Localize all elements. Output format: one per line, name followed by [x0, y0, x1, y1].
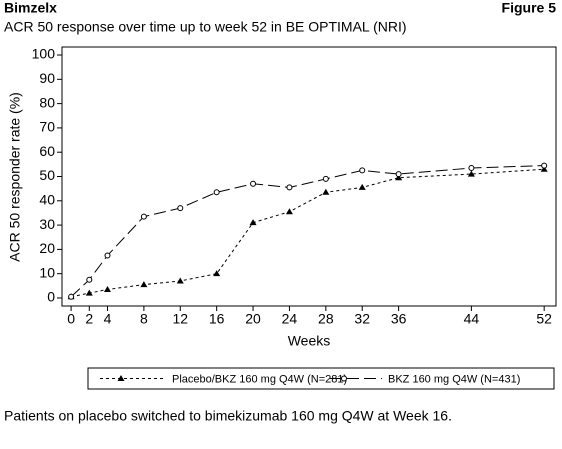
chart-title: ACR 50 response over time up to week 52 …	[4, 19, 407, 35]
marker	[86, 276, 93, 283]
y-tick-label: 80	[39, 94, 55, 110]
y-tick-label: 20	[39, 240, 55, 256]
series-line	[70, 168, 545, 298]
x-tick-label: 2	[85, 311, 93, 327]
figure-label: Figure 5	[502, 0, 557, 16]
marker	[213, 270, 221, 277]
y-tick-label: 50	[39, 167, 55, 183]
y-tick-label: 100	[32, 46, 56, 62]
marker	[177, 205, 184, 212]
x-tick-label: 0	[67, 311, 75, 327]
x-axis-label: Weeks	[288, 333, 331, 349]
x-tick-label: 24	[282, 311, 298, 327]
footnote: Patients on placebo switched to bimekizu…	[4, 408, 452, 424]
legend-marker	[341, 375, 347, 382]
y-tick-label: 0	[47, 289, 55, 305]
y-tick-label: 10	[39, 264, 55, 280]
marker	[104, 252, 111, 259]
marker	[140, 213, 147, 220]
x-tick-label: 8	[140, 311, 148, 327]
x-tick-label: 16	[209, 311, 225, 327]
marker	[359, 167, 366, 174]
y-tick-label: 70	[39, 119, 55, 135]
x-tick-label: 52	[536, 311, 552, 327]
marker	[103, 285, 111, 292]
y-tick-label: 60	[39, 143, 55, 159]
marker	[68, 293, 75, 300]
x-tick-label: 4	[104, 311, 112, 327]
y-axis-label: ACR 50 responder rate (%)	[7, 92, 23, 262]
x-tick-label: 36	[391, 311, 407, 327]
marker	[540, 165, 548, 172]
marker	[85, 289, 93, 296]
legend-label: Placebo/BKZ 160 mg Q4W (N=281)	[172, 373, 347, 385]
marker	[541, 162, 548, 169]
y-tick-label: 90	[39, 70, 55, 86]
series-line	[70, 165, 545, 298]
marker	[395, 174, 403, 181]
x-tick-label: 32	[354, 311, 370, 327]
marker	[358, 183, 366, 190]
marker	[250, 180, 257, 187]
marker	[286, 184, 293, 191]
x-tick-label: 12	[172, 311, 188, 327]
marker	[249, 219, 257, 226]
x-tick-label: 20	[245, 311, 261, 327]
marker	[322, 188, 330, 195]
marker	[468, 164, 475, 171]
legend-label: BKZ 160 mg Q4W (N=431)	[388, 373, 520, 385]
y-tick-label: 30	[39, 216, 55, 232]
plot-frame	[61, 46, 557, 307]
x-tick-label: 28	[318, 311, 334, 327]
marker	[322, 175, 329, 182]
marker	[467, 170, 475, 177]
y-tick-label: 40	[39, 191, 55, 207]
marker	[140, 281, 148, 288]
x-tick-label: 44	[464, 311, 480, 327]
marker	[176, 277, 184, 284]
marker	[213, 189, 220, 196]
header: Bimzelx	[4, 0, 57, 16]
legend-box	[87, 367, 555, 390]
marker	[395, 171, 402, 178]
legend-marker	[117, 375, 125, 381]
marker	[285, 208, 293, 215]
